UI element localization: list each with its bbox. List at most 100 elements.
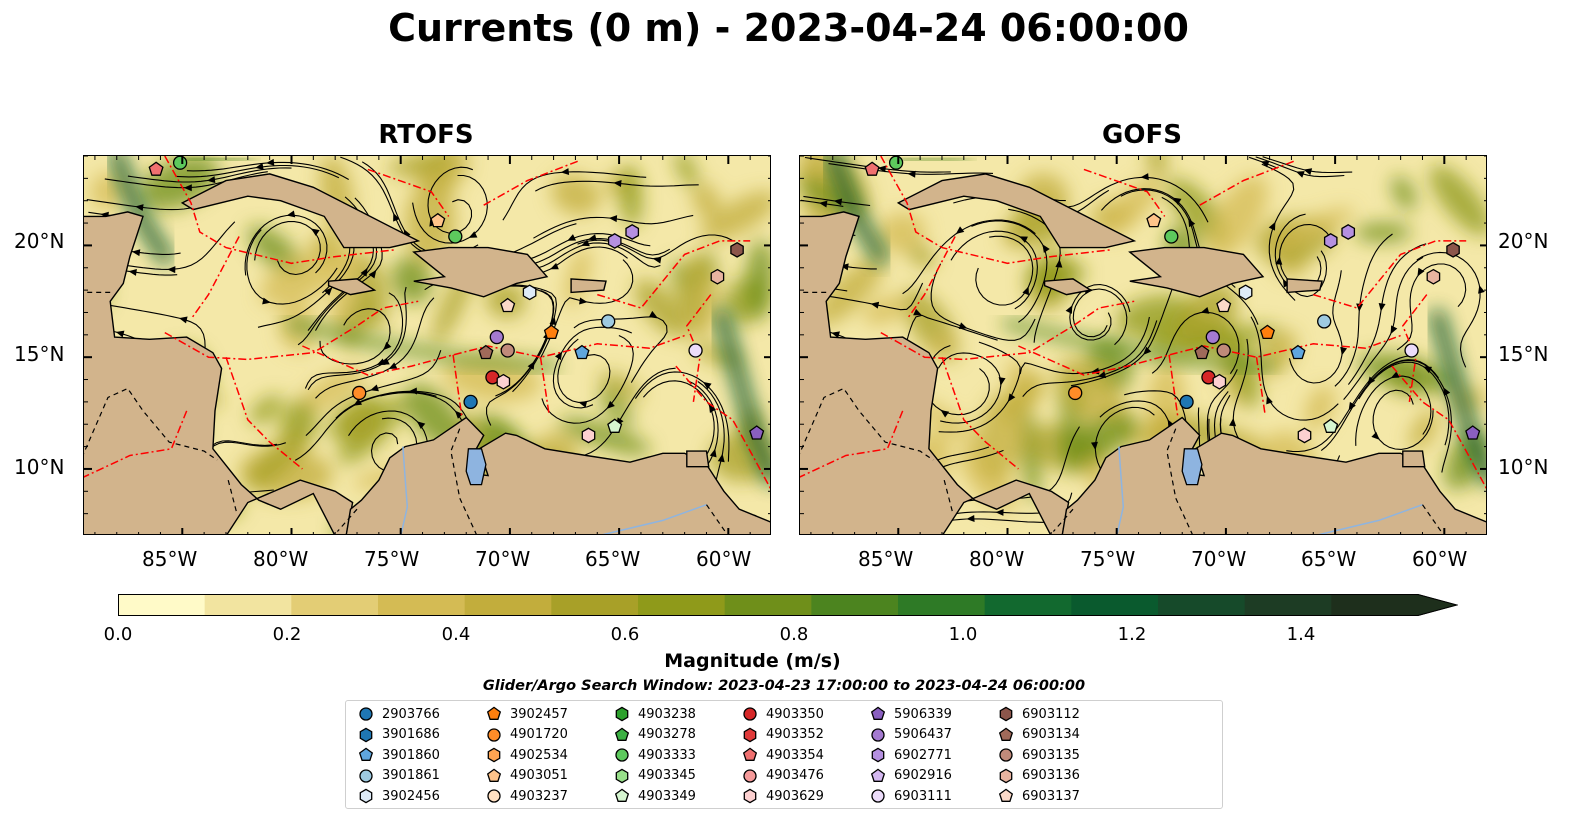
circle-marker-icon — [615, 748, 629, 762]
hexagon-marker-icon — [871, 747, 885, 763]
legend-item: 6903134 — [998, 726, 1080, 744]
float-marker-6903137 — [500, 297, 516, 313]
float-marker-5906339 — [749, 425, 765, 440]
eez-boundary — [483, 159, 581, 206]
panel-title-gofs: GOFS — [1102, 120, 1182, 150]
legend-label: 4903476 — [766, 768, 824, 783]
circle-marker-icon — [999, 748, 1013, 762]
float-marker-3902457 — [543, 324, 559, 340]
legend-label: 3901860 — [382, 747, 440, 763]
lake-maracaibo — [1181, 448, 1203, 486]
country-border — [1422, 504, 1444, 534]
legend-marker-3902456 — [359, 788, 373, 804]
float-marker-3901861 — [601, 314, 616, 329]
legend-marker-3902457 — [486, 706, 502, 720]
legend-label: 4903238 — [638, 706, 696, 722]
lat-tick-label: 10°N — [1498, 455, 1549, 479]
hexagon-marker-icon — [615, 706, 629, 722]
colorbar-segment — [1331, 594, 1419, 616]
legend-item: 6903136 — [998, 767, 1080, 785]
rtofs-current-map[interactable] — [83, 155, 771, 535]
legend-item: 4903333 — [614, 746, 696, 764]
float-marker-2903766 — [1179, 394, 1194, 410]
gofs-current-map[interactable] — [799, 155, 1487, 535]
float-marker-6902771 — [1341, 224, 1356, 240]
colorbar-tick-label: 0.6 — [610, 624, 640, 645]
legend-label: 4903237 — [510, 788, 568, 804]
hexagon-marker-icon — [999, 768, 1013, 783]
lon-tick-label: 65°W — [1301, 547, 1357, 571]
hexagon-marker-icon — [743, 727, 757, 742]
float-marker-6903134 — [478, 344, 494, 360]
legend-marker-4901720 — [487, 727, 501, 742]
legend-item: 3901860 — [358, 746, 440, 764]
legend-label: 6903112 — [1022, 706, 1080, 722]
float-marker-6903135 — [500, 343, 515, 358]
eez-boundary — [1401, 294, 1428, 403]
legend-label: 3902457 — [510, 706, 568, 722]
legend-item: 3901861 — [358, 767, 440, 785]
float-marker-6903137 — [1216, 297, 1232, 313]
legend-item: 4903350 — [742, 705, 824, 723]
eez-boundary — [1313, 240, 1467, 309]
float-marker-6903111 — [1404, 343, 1419, 358]
float-marker-4903333 — [172, 156, 188, 170]
colorbar-segment — [638, 594, 726, 616]
legend-label: 4903352 — [766, 727, 824, 742]
legend-marker-6903111 — [871, 789, 885, 803]
colorbar-segment — [1244, 594, 1332, 616]
legend-marker-3901686 — [359, 727, 373, 742]
colorbar-segment — [204, 594, 292, 616]
legend-marker-3901861 — [359, 768, 373, 783]
float-marker-3901860 — [574, 344, 590, 360]
country-border — [1052, 508, 1074, 532]
legend-label: 4903051 — [510, 768, 568, 783]
legend-label: 6902916 — [894, 768, 952, 783]
legend-item: 6903137 — [998, 787, 1080, 805]
float-marker-4903349 — [607, 418, 623, 433]
float-marker-4903629 — [1297, 427, 1312, 444]
legend-marker-4903350 — [743, 707, 757, 721]
float-marker-4903333 — [1164, 229, 1179, 244]
legend-label: 5906339 — [894, 706, 952, 722]
legend-item: 4903352 — [742, 726, 824, 744]
float-marker-6903136 — [710, 268, 725, 285]
legend-label: 6903137 — [1022, 788, 1080, 804]
hexagon-marker-icon — [359, 788, 373, 804]
legend-marker-4903238 — [615, 706, 629, 722]
float-marker-6902771 — [1323, 233, 1338, 249]
legend-marker-4903278 — [614, 727, 630, 741]
legend-item: 6902916 — [870, 767, 952, 785]
colorbar-segment — [1071, 594, 1159, 616]
figure-title: Currents (0 m) - 2023-04-24 06:00:00 — [388, 6, 1189, 50]
pentagon-marker-icon — [998, 727, 1014, 741]
magnitude-colorbar — [118, 594, 1459, 616]
eez-boundary — [1168, 354, 1179, 418]
legend-label: 4903629 — [766, 788, 824, 804]
eez-boundary — [1391, 365, 1486, 490]
circle-marker-icon — [743, 768, 757, 783]
float-marker-3902457 — [1259, 324, 1275, 340]
colorbar-tick-label: 0.4 — [441, 624, 471, 645]
legend-marker-6903135 — [999, 748, 1013, 762]
legend-marker-6902916 — [870, 768, 886, 782]
float-marker-5906437 — [489, 329, 504, 345]
eez-boundary — [597, 240, 751, 309]
colorbar-segment — [378, 594, 466, 616]
legend-marker-4903352 — [743, 727, 757, 742]
legend-item: 6903135 — [998, 746, 1080, 764]
panel-title-rtofs: RTOFS — [378, 120, 474, 150]
pentagon-marker-icon — [870, 706, 886, 720]
country-border — [227, 479, 238, 514]
hexagon-marker-icon — [999, 706, 1013, 722]
legend-item: 3902456 — [358, 787, 440, 805]
hexagon-marker-icon — [487, 747, 501, 763]
float-marker-4903354 — [864, 161, 880, 176]
float-marker-3902456 — [522, 284, 537, 301]
pentagon-marker-icon — [486, 706, 502, 720]
legend-label: 3901686 — [382, 727, 440, 742]
colorbar-segment — [551, 594, 639, 616]
legend-marker-4903237 — [487, 789, 501, 803]
eez-boundary — [164, 300, 419, 361]
legend-marker-6903134 — [998, 727, 1014, 741]
